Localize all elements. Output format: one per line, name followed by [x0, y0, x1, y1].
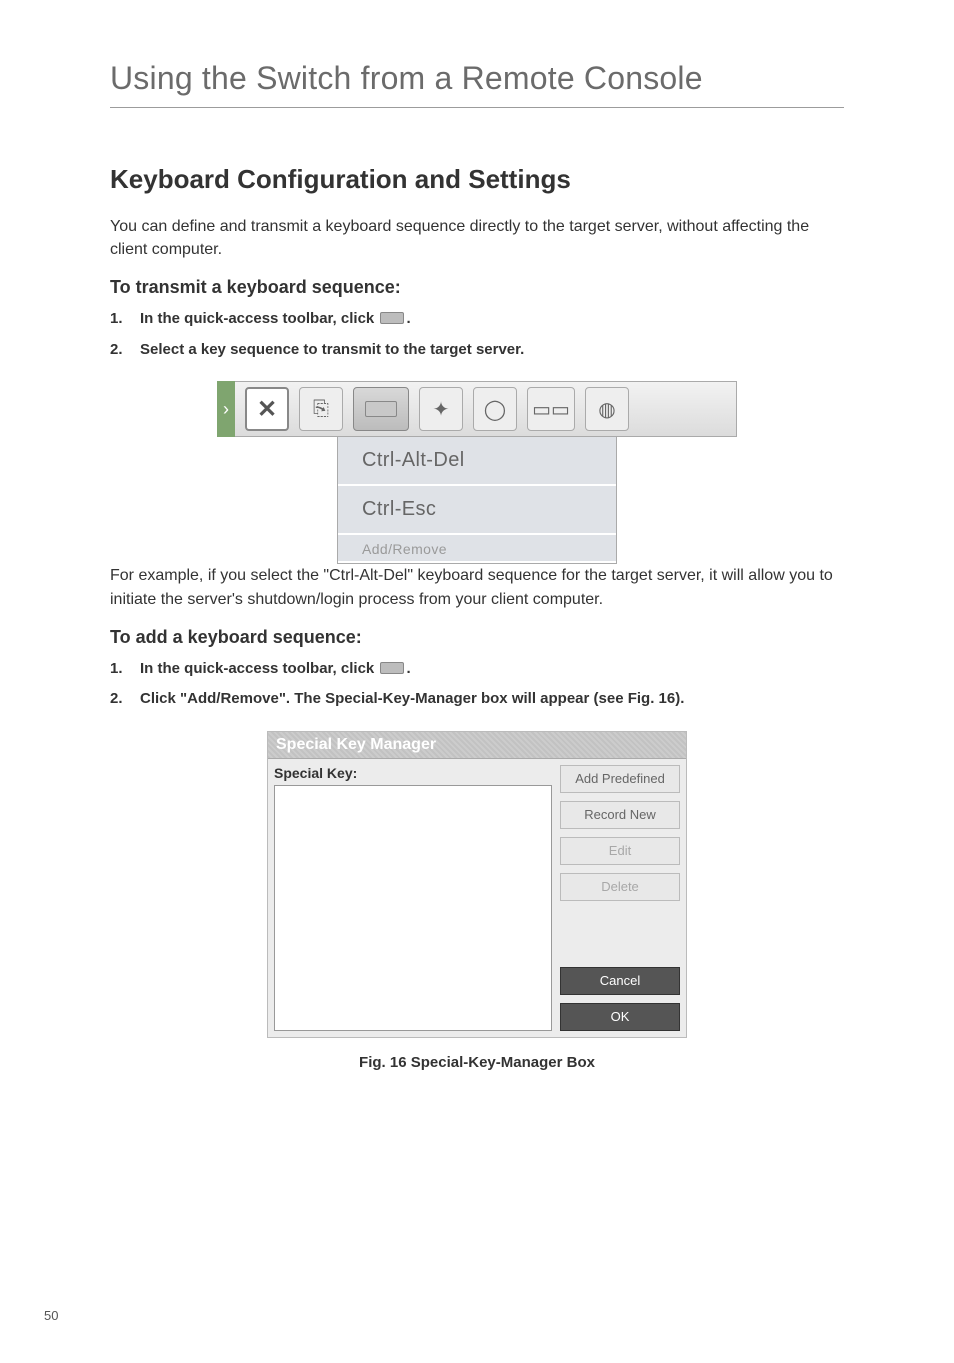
- keyboard-icon: [380, 662, 404, 674]
- menu-item-ctrl-esc[interactable]: Ctrl-Esc: [338, 486, 616, 535]
- keyboard-icon: [380, 312, 404, 324]
- dialog-body: Special Key: Add Predefined Record New E…: [268, 759, 686, 1037]
- section-heading: Keyboard Configuration and Settings: [110, 164, 844, 195]
- toolbar-close-button[interactable]: ✕: [245, 387, 289, 431]
- add-predefined-button[interactable]: Add Predefined: [560, 765, 680, 793]
- chapter-title: Using the Switch from a Remote Console: [110, 60, 844, 97]
- toolbar-settings-icon[interactable]: ◍: [585, 387, 629, 431]
- horizontal-rule: [110, 107, 844, 108]
- step-text: In the quick-access toolbar, click .: [140, 308, 844, 331]
- edit-button[interactable]: Edit: [560, 837, 680, 865]
- add-steps: 1. In the quick-access toolbar, click . …: [110, 658, 844, 711]
- toolbar-servers-icon[interactable]: ▭▭: [527, 387, 575, 431]
- dialog-right-panel: Add Predefined Record New Edit Delete Ca…: [552, 765, 680, 1031]
- special-key-listbox[interactable]: [274, 785, 552, 1031]
- add-step-2: 2. Click "Add/Remove". The Special-Key-M…: [110, 688, 844, 711]
- step-text: In the quick-access toolbar, click .: [140, 658, 844, 681]
- page-number: 50: [44, 1308, 58, 1323]
- toolbar-mouse-icon[interactable]: ✦: [419, 387, 463, 431]
- add-step-1: 1. In the quick-access toolbar, click .: [110, 658, 844, 681]
- step-text: Select a key sequence to transmit to the…: [140, 339, 844, 362]
- page: Using the Switch from a Remote Console K…: [0, 0, 954, 1363]
- keyboard-dropdown: Ctrl-Alt-Del Ctrl-Esc Add/Remove: [337, 437, 617, 564]
- menu-item-add-remove[interactable]: Add/Remove: [338, 535, 616, 563]
- record-new-button[interactable]: Record New: [560, 801, 680, 829]
- add-heading: To add a keyboard sequence:: [110, 627, 844, 648]
- step-text-a: In the quick-access toolbar, click: [140, 310, 378, 327]
- step-number: 1.: [110, 658, 140, 681]
- ok-button[interactable]: OK: [560, 1003, 680, 1031]
- toolbar-expand-icon[interactable]: ›: [217, 381, 235, 437]
- step-text-b: .: [406, 660, 410, 677]
- step-text-b: .: [406, 310, 410, 327]
- toolbar-keyboard-button[interactable]: [353, 387, 409, 431]
- menu-item-ctrl-alt-del[interactable]: Ctrl-Alt-Del: [338, 437, 616, 486]
- transmit-step-2: 2. Select a key sequence to transmit to …: [110, 339, 844, 362]
- dialog-title: Special Key Manager: [268, 732, 686, 759]
- example-paragraph: For example, if you select the "Ctrl-Alt…: [110, 564, 844, 610]
- dialog-left-panel: Special Key:: [274, 765, 552, 1031]
- special-key-manager-dialog: Special Key Manager Special Key: Add Pre…: [267, 731, 687, 1038]
- step-text-a: In the quick-access toolbar, click: [140, 660, 378, 677]
- step-text: Click "Add/Remove". The Special-Key-Mana…: [140, 688, 844, 711]
- toolbar-row: › ✕ ⎘ ✦ ◯ ▭▭ ◍: [217, 381, 737, 437]
- cancel-button[interactable]: Cancel: [560, 967, 680, 995]
- transmit-step-1: 1. In the quick-access toolbar, click .: [110, 308, 844, 331]
- transmit-steps: 1. In the quick-access toolbar, click . …: [110, 308, 844, 361]
- spacer: [560, 909, 680, 959]
- figure-caption: Fig. 16 Special-Key-Manager Box: [110, 1054, 844, 1071]
- toolbar-sync-icon[interactable]: ◯: [473, 387, 517, 431]
- transmit-heading: To transmit a keyboard sequence:: [110, 277, 844, 298]
- delete-button[interactable]: Delete: [560, 873, 680, 901]
- toolbar-session-icon[interactable]: ⎘: [299, 387, 343, 431]
- step-number: 2.: [110, 339, 140, 362]
- step-number: 2.: [110, 688, 140, 711]
- special-key-label: Special Key:: [274, 765, 552, 781]
- intro-paragraph: You can define and transmit a keyboard s…: [110, 215, 844, 261]
- step-number: 1.: [110, 308, 140, 331]
- toolbar-figure: › ✕ ⎘ ✦ ◯ ▭▭ ◍ Ctrl-Alt-Del Ctrl-Esc Add…: [217, 381, 737, 564]
